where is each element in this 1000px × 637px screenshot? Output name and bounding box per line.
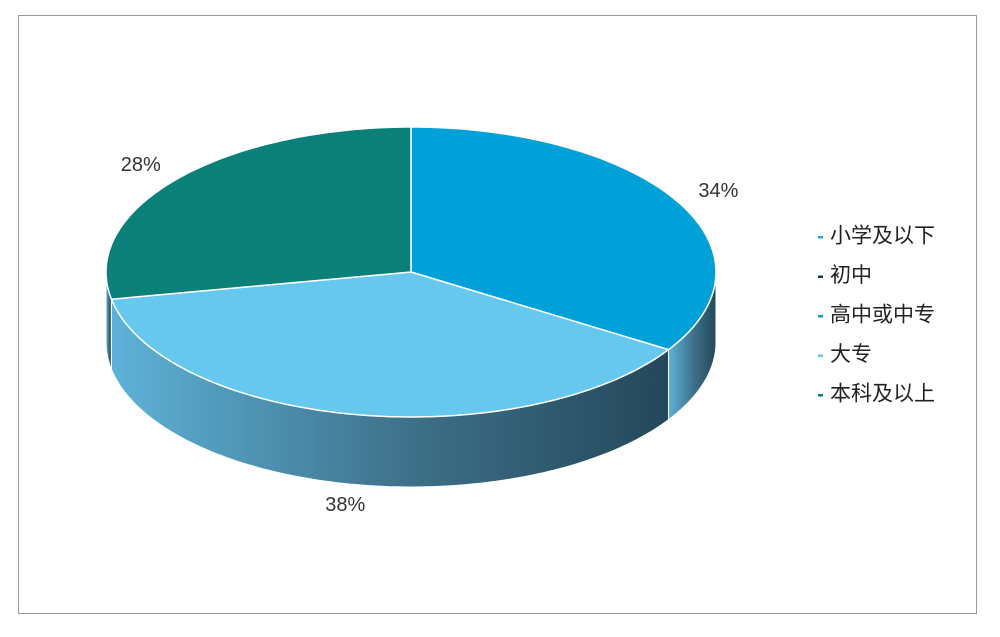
legend-label: 小学及以下 [830,225,935,248]
slice [410,126,717,351]
legend-label: 高中或中专 [830,304,935,327]
legend-marker [818,315,823,318]
data-label: 34% [698,180,738,202]
slice [105,126,412,300]
legend-marker [818,275,823,278]
legend-marker [818,354,823,357]
legend-marker [818,236,823,239]
data-label: 38% [325,494,365,516]
legend-label: 本科及以上 [830,383,935,406]
legend-label: 初中 [830,264,872,287]
data-label: 28% [121,154,161,176]
legend-label: 大专 [830,343,872,366]
legend-marker [818,394,823,397]
slice [110,271,671,418]
